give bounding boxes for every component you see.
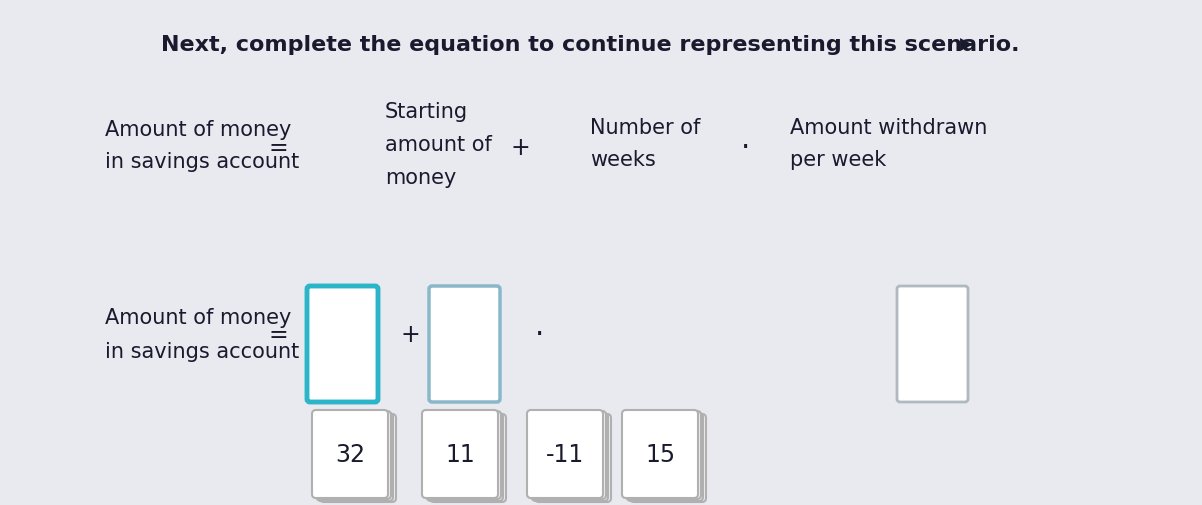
Text: Number of: Number of (590, 118, 701, 138)
Text: 11: 11 (445, 442, 475, 466)
Text: in savings account: in savings account (105, 152, 299, 172)
Text: in savings account: in savings account (105, 341, 299, 361)
Text: ·: · (535, 320, 545, 348)
FancyBboxPatch shape (532, 413, 608, 501)
Text: 15: 15 (645, 442, 676, 466)
Text: =: = (268, 136, 287, 160)
Text: money: money (385, 168, 457, 188)
FancyBboxPatch shape (422, 410, 498, 498)
Text: Starting: Starting (385, 102, 468, 122)
FancyBboxPatch shape (630, 414, 706, 502)
FancyBboxPatch shape (621, 410, 698, 498)
FancyBboxPatch shape (897, 286, 968, 402)
FancyBboxPatch shape (627, 413, 703, 501)
Text: ▶︎: ▶︎ (960, 36, 972, 54)
FancyBboxPatch shape (307, 286, 377, 402)
FancyBboxPatch shape (427, 413, 502, 501)
Text: Amount withdrawn: Amount withdrawn (790, 118, 987, 138)
FancyBboxPatch shape (320, 414, 395, 502)
Text: weeks: weeks (590, 149, 656, 170)
FancyBboxPatch shape (426, 411, 501, 499)
FancyBboxPatch shape (430, 414, 506, 502)
FancyBboxPatch shape (313, 410, 388, 498)
Text: Amount of money: Amount of money (105, 308, 291, 327)
Text: 32: 32 (335, 442, 365, 466)
FancyBboxPatch shape (530, 411, 606, 499)
FancyBboxPatch shape (317, 413, 393, 501)
FancyBboxPatch shape (429, 286, 500, 402)
FancyBboxPatch shape (526, 410, 603, 498)
Text: ·: · (740, 134, 750, 162)
Text: Amount of money: Amount of money (105, 120, 291, 140)
Text: =: = (268, 322, 287, 346)
Text: Next, complete the equation to continue representing this scenario.: Next, complete the equation to continue … (161, 35, 1019, 55)
Text: +: + (400, 322, 419, 346)
FancyBboxPatch shape (625, 411, 701, 499)
Text: +: + (510, 136, 530, 160)
FancyBboxPatch shape (535, 414, 611, 502)
Text: per week: per week (790, 149, 886, 170)
FancyBboxPatch shape (315, 411, 391, 499)
Text: amount of: amount of (385, 135, 492, 155)
Text: -11: -11 (546, 442, 584, 466)
